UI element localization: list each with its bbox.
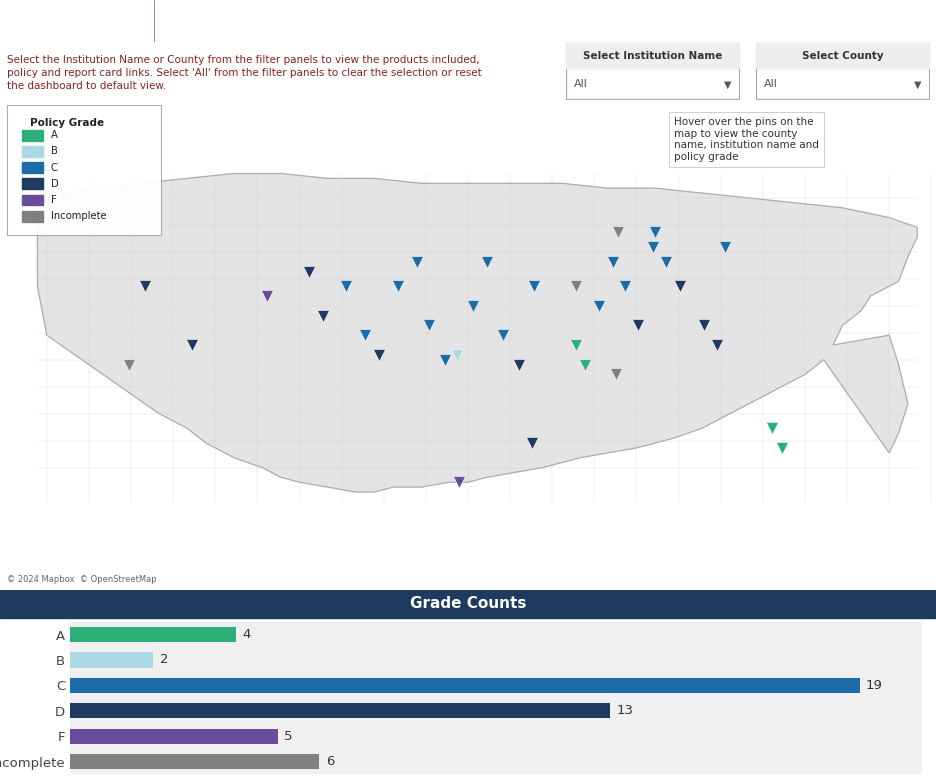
Text: A: A xyxy=(51,131,57,140)
FancyBboxPatch shape xyxy=(566,43,739,99)
Bar xyxy=(22,130,43,141)
Text: Policy Grade: Policy Grade xyxy=(30,118,104,128)
Text: Incomplete: Incomplete xyxy=(51,211,106,221)
Bar xyxy=(756,43,929,68)
FancyBboxPatch shape xyxy=(7,105,161,235)
Text: All: All xyxy=(574,79,588,89)
Text: Select the Institution Name or County from the filter panels to view the product: Select the Institution Name or County fr… xyxy=(7,55,482,91)
Text: D: D xyxy=(51,179,58,188)
Text: Grade Counts: Grade Counts xyxy=(410,597,526,612)
Text: © 2024 Mapbox  © OpenStreetMap: © 2024 Mapbox © OpenStreetMap xyxy=(7,575,157,584)
Bar xyxy=(22,178,43,189)
Text: B: B xyxy=(51,146,57,156)
Text: ▼: ▼ xyxy=(724,79,732,89)
Bar xyxy=(568,71,738,97)
Bar xyxy=(758,71,928,97)
Polygon shape xyxy=(37,174,917,492)
FancyBboxPatch shape xyxy=(756,43,929,99)
Text: Select Institution Name: Select Institution Name xyxy=(583,51,723,61)
Text: All: All xyxy=(764,79,778,89)
Bar xyxy=(22,162,43,173)
Bar xyxy=(22,146,43,157)
Text: OF HEALTH: OF HEALTH xyxy=(70,26,109,31)
Bar xyxy=(566,43,739,68)
Text: F: F xyxy=(51,195,56,205)
Text: Virginia Higher Education Tobacco Policy Dashboard: Virginia Higher Education Tobacco Policy… xyxy=(257,12,810,30)
Text: VIRGINIA: VIRGINIA xyxy=(70,10,101,16)
Text: C: C xyxy=(51,163,57,173)
Text: Hover over the pins on the
map to view the county
name, institution name and
pol: Hover over the pins on the map to view t… xyxy=(674,117,819,162)
Bar xyxy=(22,195,43,206)
Bar xyxy=(22,210,43,221)
Text: DEPARTMENT: DEPARTMENT xyxy=(70,18,117,24)
Text: ▼: ▼ xyxy=(914,79,922,89)
Text: VDH: VDH xyxy=(11,7,79,35)
Text: Select County: Select County xyxy=(802,51,884,61)
Bar xyxy=(0,590,936,618)
